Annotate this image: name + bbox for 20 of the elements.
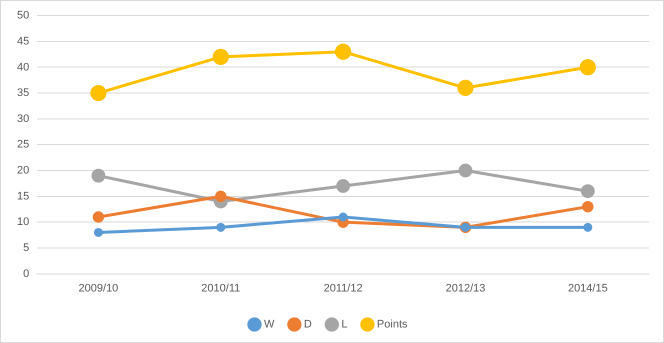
y-tick-label: 40 [16,61,30,74]
x-tick-label: 2011/12 [324,282,363,294]
legend-label: Points [376,318,408,331]
x-tick-label: 2012/13 [446,282,486,294]
y-tick-label: 50 [16,10,30,22]
legend-label: D [304,318,312,331]
x-tick-label: 2009/10 [78,282,118,294]
y-tick-label: 10 [16,216,30,228]
y-tick-label: 35 [16,87,30,100]
y-tick-label: 0 [23,268,30,280]
y-tick-label: 20 [16,164,30,177]
legend-label: W [264,318,275,331]
x-tick-label: 2010/11 [201,282,240,294]
x-tick-label: 2014/15 [568,282,608,294]
y-tick-label: 30 [16,112,30,125]
y-tick-label: 5 [23,242,30,254]
y-tick-label: 25 [16,138,30,151]
legend-label: L [341,318,348,331]
y-tick-label: 45 [16,35,30,48]
y-tick-label: 15 [16,190,30,202]
